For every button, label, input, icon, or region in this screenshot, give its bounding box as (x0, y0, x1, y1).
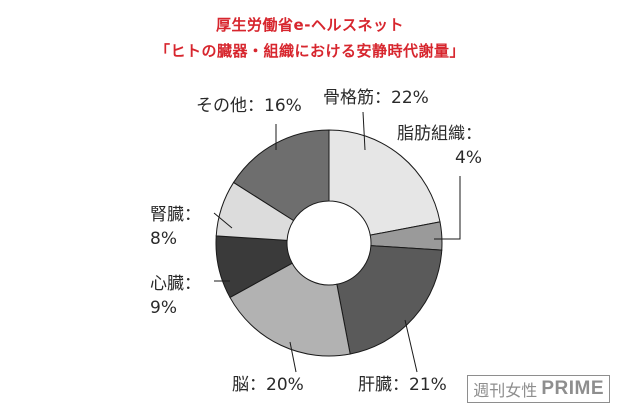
slice-label-liver: 肝臓：21% (358, 375, 447, 395)
slice-label-name: 腎臓 (150, 205, 184, 225)
leader-line-liver (404, 319, 418, 373)
slice-label-name: 心臓 (150, 274, 184, 294)
slice-label-adipose-tissue: 脂肪組織： 4% (397, 124, 482, 168)
leader-line-skeletal-muscle (362, 111, 366, 151)
slice-label-name: 脂肪組織 (397, 124, 465, 144)
publisher-watermark: 週刊女性 PRIME (467, 375, 610, 403)
slice-label-heart: 心臓： 9% (150, 274, 201, 318)
slice-label-skeletal-muscle: 骨格筋：22% (323, 88, 429, 108)
slice-label-name: 肝臓 (358, 375, 392, 395)
slice-label-value: 4% (455, 148, 482, 168)
donut-slice-liver (336, 245, 443, 355)
chart-subtitle: 「ヒトの臓器・組織における安静時代謝量」 (154, 42, 465, 60)
slice-label-value: 21% (409, 375, 447, 395)
donut-slice-skeletal-muscle (328, 129, 441, 236)
slice-label-name: 骨格筋 (323, 88, 374, 108)
watermark-brand-en: PRIME (541, 378, 604, 399)
leader-line-kidney (213, 212, 233, 229)
watermark-brand-jp: 週刊女性 (473, 381, 538, 400)
chart-title: 厚生労働省e-ヘルスネット (216, 16, 404, 34)
donut-slice-brain (229, 262, 351, 357)
slice-label-value: 22% (391, 88, 429, 108)
slice-label-value: 9% (150, 298, 177, 318)
slice-label-other: その他：16% (196, 96, 302, 116)
slice-label-brain: 脳：20% (232, 375, 304, 395)
slice-label-name: 脳 (232, 375, 249, 395)
leader-line-adipose-tissue (434, 176, 461, 240)
slice-label-name: その他 (196, 96, 247, 116)
donut-slice-other (232, 129, 330, 222)
slice-label-value: 8% (150, 229, 177, 249)
leader-line-brain (289, 341, 297, 373)
slice-label-value: 20% (266, 375, 304, 395)
slice-label-kidney: 腎臓： 8% (150, 205, 201, 249)
slice-label-value: 16% (264, 96, 302, 116)
